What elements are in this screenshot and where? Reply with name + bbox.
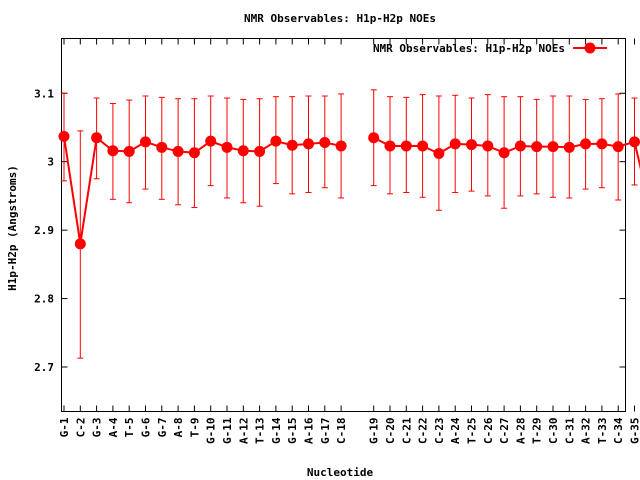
data-point: [580, 138, 592, 150]
y-tick-label: 3.1: [34, 87, 54, 100]
y-tick-label: 3: [47, 156, 54, 169]
data-point: [107, 145, 119, 157]
data-point: [237, 145, 249, 157]
x-tick-label: G-7: [156, 418, 169, 438]
data-point: [319, 137, 331, 149]
data-point: [74, 238, 86, 250]
x-axis-label: Nucleotide: [307, 466, 374, 479]
data-point: [156, 141, 168, 153]
series-points: [58, 130, 640, 250]
y-tick-label: 2.8: [34, 293, 54, 306]
data-point: [172, 145, 184, 157]
legend-label: NMR Observables: H1p-H2p NOEs: [373, 42, 565, 55]
x-tick-label: C-30: [547, 418, 560, 445]
data-point: [254, 145, 266, 157]
y-tick-label: 2.9: [34, 224, 54, 237]
x-tick-label: C-34: [612, 417, 625, 444]
x-tick-label: G-35: [629, 418, 640, 445]
data-point: [58, 130, 70, 142]
data-point: [384, 140, 396, 152]
data-point: [123, 145, 135, 157]
x-tick-label: T-33: [596, 418, 609, 445]
error-bars: [61, 89, 638, 359]
x-tick-label: A-28: [514, 418, 527, 445]
x-tick-label: T-29: [531, 418, 544, 445]
x-tick-label: T-13: [254, 418, 267, 445]
plot-area: 2.72.82.933.1 G-1 C-2 G-3 A-4 T-5 G-6 G-7 A-8 T-…: [34, 38, 640, 445]
y-tick-label: 2.7: [34, 361, 54, 374]
data-point: [286, 139, 298, 151]
y-axis: 2.7 2.8 2.9 3 3.1: [34, 87, 626, 374]
data-point: [400, 140, 412, 152]
data-point: [205, 135, 217, 147]
x-tick-label: A-16: [303, 417, 316, 444]
plot-frame: [61, 38, 626, 412]
x-axis: G-1 C-2 G-3 A-4 T-5 G-6 G-7 A-8 T-9 G-10 G-11 A-12 T…: [58, 38, 640, 445]
data-point: [547, 141, 559, 153]
data-point: [221, 141, 233, 153]
data-point: [188, 147, 200, 159]
x-tick-label: A-4: [107, 417, 120, 437]
x-tick-label: G-15: [286, 418, 299, 445]
x-tick-label: C-20: [384, 418, 397, 445]
data-point: [368, 132, 380, 144]
data-point: [514, 140, 526, 152]
data-point: [335, 140, 347, 152]
x-tick-label: C-23: [433, 418, 446, 445]
data-point: [91, 132, 103, 144]
data-point: [612, 141, 624, 153]
x-tick-label: C-2: [74, 418, 87, 438]
data-point: [482, 140, 494, 152]
legend-marker: [584, 42, 596, 54]
series-line-segment: [63, 135, 342, 244]
x-tick-label: T-9: [188, 418, 201, 438]
x-tick-label: C-27: [498, 418, 511, 445]
x-tick-label: G-14: [270, 417, 283, 444]
data-point: [270, 135, 282, 147]
chart-title: NMR Observables: H1p-H2p NOEs: [244, 12, 436, 25]
data-point: [531, 141, 543, 153]
x-tick-label: C-18: [335, 418, 348, 445]
x-tick-label: T-5: [123, 418, 136, 438]
data-point: [563, 141, 575, 153]
data-point: [417, 140, 429, 152]
data-point: [303, 138, 314, 150]
x-tick-label: G-6: [140, 417, 153, 437]
data-point: [596, 138, 608, 150]
y-axis-label: H1p-H2p (Angstroms): [6, 165, 19, 291]
data-point: [140, 136, 151, 148]
data-point: [466, 139, 477, 151]
x-tick-label: C-26: [482, 417, 495, 444]
x-tick-label: T-25: [466, 418, 479, 445]
data-point: [433, 147, 445, 159]
legend: NMR Observables: H1p-H2p NOEs: [373, 42, 607, 55]
x-tick-label: C-21: [400, 417, 413, 444]
data-point: [629, 136, 640, 148]
x-tick-label: A-24: [449, 417, 462, 444]
x-tick-label: G-1: [58, 417, 71, 437]
x-tick-label: G-3: [91, 418, 104, 438]
x-tick-label: G-10: [205, 418, 218, 445]
x-tick-label: G-19: [368, 418, 381, 445]
x-tick-label: G-11: [221, 417, 234, 444]
x-tick-label: A-32: [580, 418, 593, 445]
data-point: [449, 138, 461, 150]
series-lines: [63, 135, 640, 244]
x-tick-label: C-22: [417, 418, 430, 445]
x-tick-label: A-8: [172, 418, 185, 438]
x-tick-label: A-12: [237, 418, 250, 445]
x-tick-label: G-17: [319, 418, 332, 445]
data-point: [498, 147, 510, 159]
x-tick-label: C-31: [563, 417, 576, 444]
